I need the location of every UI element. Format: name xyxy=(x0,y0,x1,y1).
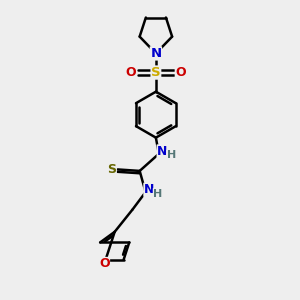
Text: O: O xyxy=(99,257,110,271)
Text: N: N xyxy=(157,145,168,158)
Text: O: O xyxy=(175,66,186,79)
Text: N: N xyxy=(144,183,154,196)
Text: H: H xyxy=(167,150,176,160)
Text: S: S xyxy=(107,163,116,176)
Text: H: H xyxy=(153,189,163,199)
Text: N: N xyxy=(150,47,161,60)
Text: S: S xyxy=(151,66,161,79)
Text: O: O xyxy=(126,66,136,79)
